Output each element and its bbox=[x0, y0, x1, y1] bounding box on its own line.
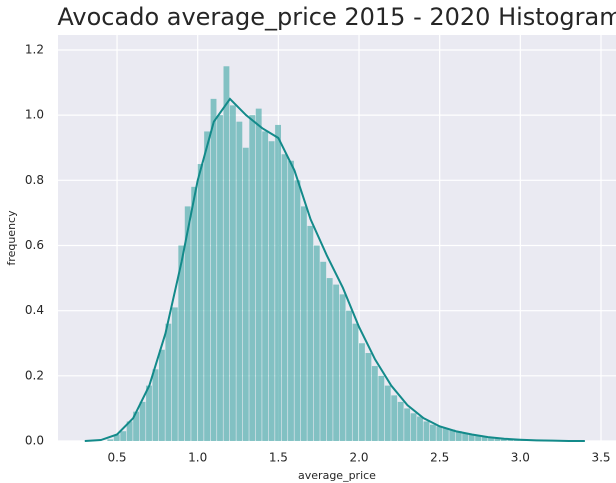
histogram-bar bbox=[378, 375, 385, 441]
x-tick-label: 0.5 bbox=[107, 451, 126, 465]
histogram-bar bbox=[371, 366, 378, 441]
histogram-bar bbox=[442, 427, 449, 441]
x-tick-label: 1.5 bbox=[269, 451, 288, 465]
x-tick-label: 2.5 bbox=[430, 451, 449, 465]
histogram-bar bbox=[475, 435, 482, 441]
y-tick-label: 0.8 bbox=[25, 173, 44, 187]
histogram-bar bbox=[229, 105, 236, 441]
histogram-bar bbox=[113, 434, 120, 441]
histogram-bar bbox=[242, 147, 249, 441]
histogram-bar bbox=[223, 66, 230, 442]
histogram-bar bbox=[384, 385, 391, 441]
histogram-bar bbox=[268, 141, 275, 441]
histogram-bar bbox=[449, 429, 456, 441]
histogram-bar bbox=[300, 206, 307, 441]
histogram-bar bbox=[236, 121, 243, 441]
y-tick-label: 0.4 bbox=[25, 303, 44, 317]
histogram-bar bbox=[455, 431, 462, 441]
histogram-bar bbox=[126, 421, 133, 441]
histogram-bar bbox=[184, 206, 191, 441]
histogram-bar bbox=[391, 395, 398, 441]
histogram-bar bbox=[500, 438, 507, 441]
histogram-bar bbox=[255, 108, 262, 442]
x-tick-label: 3.5 bbox=[591, 451, 610, 465]
histogram-bar bbox=[294, 180, 301, 441]
histogram-bar bbox=[410, 413, 417, 441]
histogram-bar bbox=[326, 278, 333, 441]
y-tick-label: 0.6 bbox=[25, 238, 44, 252]
y-tick-label: 1.0 bbox=[25, 108, 44, 122]
histogram-bar bbox=[120, 431, 127, 441]
histogram-bar bbox=[152, 369, 159, 441]
histogram-bar bbox=[397, 401, 404, 441]
histogram-bar bbox=[481, 436, 488, 441]
histogram-bar bbox=[197, 164, 204, 442]
x-tick-label: 1.0 bbox=[188, 451, 207, 465]
histogram-bar bbox=[346, 310, 352, 441]
histogram-bar bbox=[417, 416, 423, 441]
histogram-bar bbox=[133, 411, 140, 441]
histogram-bar bbox=[165, 323, 172, 441]
histogram-bar bbox=[320, 261, 327, 441]
histogram-bar bbox=[313, 245, 320, 441]
x-tick-label: 3.0 bbox=[511, 451, 530, 465]
histogram-bar bbox=[468, 434, 475, 441]
histogram-bar bbox=[281, 154, 288, 441]
histogram-bar bbox=[146, 385, 152, 441]
histogram-bar bbox=[430, 424, 436, 441]
chart-title: Avocado average_price 2015 - 2020 Histog… bbox=[57, 3, 616, 31]
y-tick-label: 0.0 bbox=[25, 434, 44, 448]
histogram-bar bbox=[191, 186, 198, 441]
y-tick-label: 1.2 bbox=[25, 42, 44, 56]
histogram-bar bbox=[217, 115, 223, 442]
x-tick-label: 2.0 bbox=[349, 451, 368, 465]
histogram-bar bbox=[488, 437, 494, 441]
x-axis-label: average_price bbox=[298, 469, 376, 482]
histogram-bar bbox=[178, 245, 185, 441]
histogram-bar bbox=[352, 323, 359, 441]
histogram-bar bbox=[339, 294, 346, 441]
histogram-bar bbox=[139, 401, 146, 441]
histogram-bar bbox=[404, 408, 411, 441]
histogram-bar bbox=[171, 307, 178, 441]
histogram-bar bbox=[275, 124, 281, 441]
histogram-bar bbox=[249, 115, 256, 442]
histogram-bar bbox=[494, 437, 501, 441]
histogram-bar bbox=[365, 353, 372, 441]
histogram-bar bbox=[210, 98, 217, 441]
y-axis-label: frequency bbox=[5, 210, 18, 266]
histogram-bar bbox=[462, 432, 469, 441]
histogram-bar bbox=[359, 343, 365, 441]
histogram-bar bbox=[307, 225, 314, 441]
histogram-bar bbox=[158, 349, 165, 441]
histogram-bar bbox=[107, 439, 114, 441]
y-tick-label: 0.2 bbox=[25, 368, 44, 382]
kde-line bbox=[84, 97, 585, 442]
histogram-bar bbox=[288, 160, 294, 442]
histogram-bar bbox=[333, 284, 340, 441]
histogram-bar bbox=[204, 131, 211, 441]
histogram-bar bbox=[423, 421, 430, 441]
histogram-bar bbox=[436, 426, 443, 441]
histogram-bar bbox=[262, 131, 269, 441]
